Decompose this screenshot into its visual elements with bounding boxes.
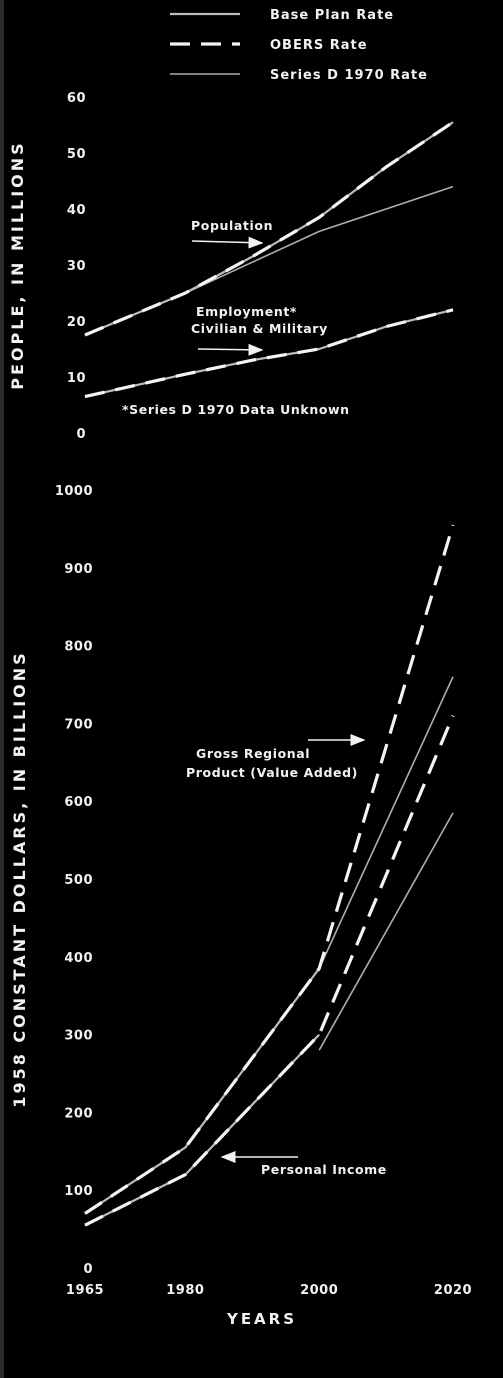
series-line-personal-income-series-d-1970-rate	[318, 812, 454, 1051]
annotation-employment: Employment*	[196, 304, 297, 319]
annotation-series-d-unknown: *Series D 1970 Data Unknown	[122, 402, 350, 417]
y-axis-label: PEOPLE, IN MILLIONS	[8, 140, 27, 389]
legend-label-obers-rate: OBERS Rate	[270, 38, 368, 53]
arrow-employment	[197, 343, 264, 356]
x-tick-label-2020: 2020	[434, 1283, 472, 1298]
series-line-population-series-d-1970-rate	[185, 185, 454, 294]
arrow-population	[191, 236, 264, 249]
series-line-personal-income-obers-rate	[84, 714, 455, 1227]
series-line-population-obers-rate	[84, 120, 454, 337]
series-line-gross-regional-product-value-added-obers-rate	[84, 524, 455, 1215]
y-tick-label-700: 700	[64, 717, 93, 732]
y-tick-label-300: 300	[64, 1029, 93, 1044]
y-tick-label-0: 0	[76, 427, 86, 442]
annotation-personal-income: Personal Income	[261, 1162, 387, 1177]
y-tick-label-200: 200	[64, 1106, 93, 1121]
y-axis-label: 1958 CONSTANT DOLLARS, IN BILLIONS	[10, 650, 29, 1107]
page-edge-line	[0, 0, 4, 1378]
annotation-population: Population	[191, 218, 273, 233]
x-tick-label-1965: 1965	[66, 1283, 104, 1298]
y-tick-label-20: 20	[67, 315, 86, 330]
y-tick-label-0: 0	[83, 1262, 93, 1277]
annotation-product-value-added: Product (Value Added)	[186, 765, 358, 780]
y-tick-label-500: 500	[64, 873, 93, 888]
legend: Base Plan Rate OBERS Rate Series D 1970 Ra…	[170, 8, 428, 83]
y-tick-label-900: 900	[64, 562, 93, 577]
y-tick-label-100: 100	[64, 1184, 93, 1199]
x-tick-label-2000: 2000	[300, 1283, 338, 1298]
x-tick-label-1980: 1980	[166, 1283, 204, 1298]
y-tick-label-400: 400	[64, 951, 93, 966]
panel-dollars: 0 100 200 300 400 500 600 700 800 900 1000 1958 CON…	[10, 484, 455, 1277]
y-tick-label-800: 800	[64, 640, 93, 655]
y-tick-label-1000: 1000	[55, 484, 93, 499]
x-axis: 1965 1980 2000 2020 YEARS	[66, 1283, 472, 1328]
legend-label-series-d-1970-rate: Series D 1970 Rate	[270, 68, 428, 83]
series-line-gross-regional-product-value-added-series-d-1970-rate	[318, 676, 454, 969]
series-line-personal-income-base-plan-rate	[84, 1033, 320, 1227]
annotation-civilian-military: Civilian & Military	[191, 321, 328, 336]
y-tick-label-50: 50	[67, 147, 86, 162]
y-tick-label-600: 600	[64, 795, 93, 810]
panel-population-employment: 0 10 20 30 40 50 60 PEOPLE, IN MILLIONS Populati…	[8, 91, 454, 442]
legend-label-base-plan-rate: Base Plan Rate	[270, 8, 394, 23]
x-axis-label: YEARS	[226, 1310, 297, 1328]
annotation-gross-regional: Gross Regional	[196, 746, 310, 761]
y-tick-label-10: 10	[67, 371, 86, 386]
series-line-employment-obers-rate	[84, 308, 454, 399]
y-tick-label-30: 30	[67, 259, 86, 274]
y-tick-label-40: 40	[67, 203, 86, 218]
y-tick-label-60: 60	[67, 91, 86, 106]
